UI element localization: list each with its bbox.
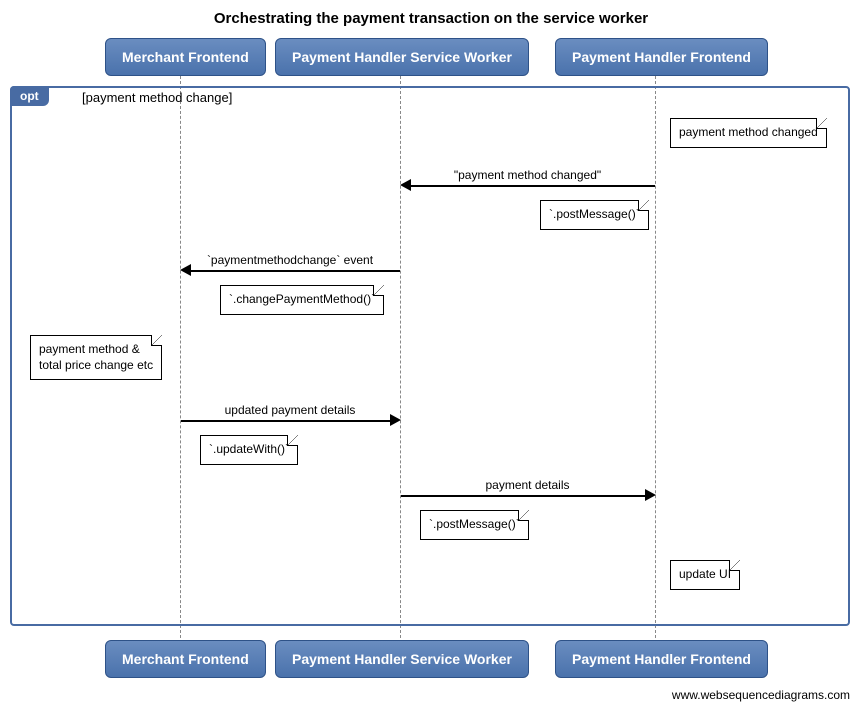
participant-sw-top: Payment Handler Service Worker <box>275 38 529 76</box>
participant-merchant-bottom: Merchant Frontend <box>105 640 266 678</box>
note-payment-method-changed: payment method changed <box>670 118 827 148</box>
participant-frontend-bottom: Payment Handler Frontend <box>555 640 768 678</box>
arrow-4 <box>401 495 651 497</box>
note-postmessage-1: `.postMessage()` <box>540 200 649 230</box>
note-postmessage-2: `.postMessage()` <box>420 510 529 540</box>
arrow-2 <box>185 270 400 272</box>
note-updatewith: `.updateWith()` <box>200 435 298 465</box>
arrow-3-head <box>390 414 401 426</box>
arrow-1-head <box>400 179 411 191</box>
arrow-3 <box>181 420 396 422</box>
msg-label-3: updated payment details <box>180 403 400 417</box>
opt-guard: [payment method change] <box>82 90 232 105</box>
diagram-title: Orchestrating the payment transaction on… <box>0 10 862 27</box>
msg-label-4: payment details <box>400 478 655 492</box>
note-update-ui: update UI <box>670 560 740 590</box>
msg-label-1: "payment method changed" <box>400 168 655 182</box>
participant-sw-bottom: Payment Handler Service Worker <box>275 640 529 678</box>
note-price-change-l1: payment method & <box>39 342 140 356</box>
arrow-1 <box>405 185 655 187</box>
watermark: www.websequencediagrams.com <box>672 688 850 702</box>
msg-label-2: `paymentmethodchange` event <box>180 253 400 267</box>
opt-label: opt <box>10 86 49 106</box>
note-price-change-l2: total price change etc <box>39 358 153 372</box>
note-changemethod: `.changePaymentMethod()` <box>220 285 384 315</box>
arrow-2-head <box>180 264 191 276</box>
note-price-change: payment method & total price change etc <box>30 335 162 380</box>
arrow-4-head <box>645 489 656 501</box>
participant-merchant-top: Merchant Frontend <box>105 38 266 76</box>
participant-frontend-top: Payment Handler Frontend <box>555 38 768 76</box>
